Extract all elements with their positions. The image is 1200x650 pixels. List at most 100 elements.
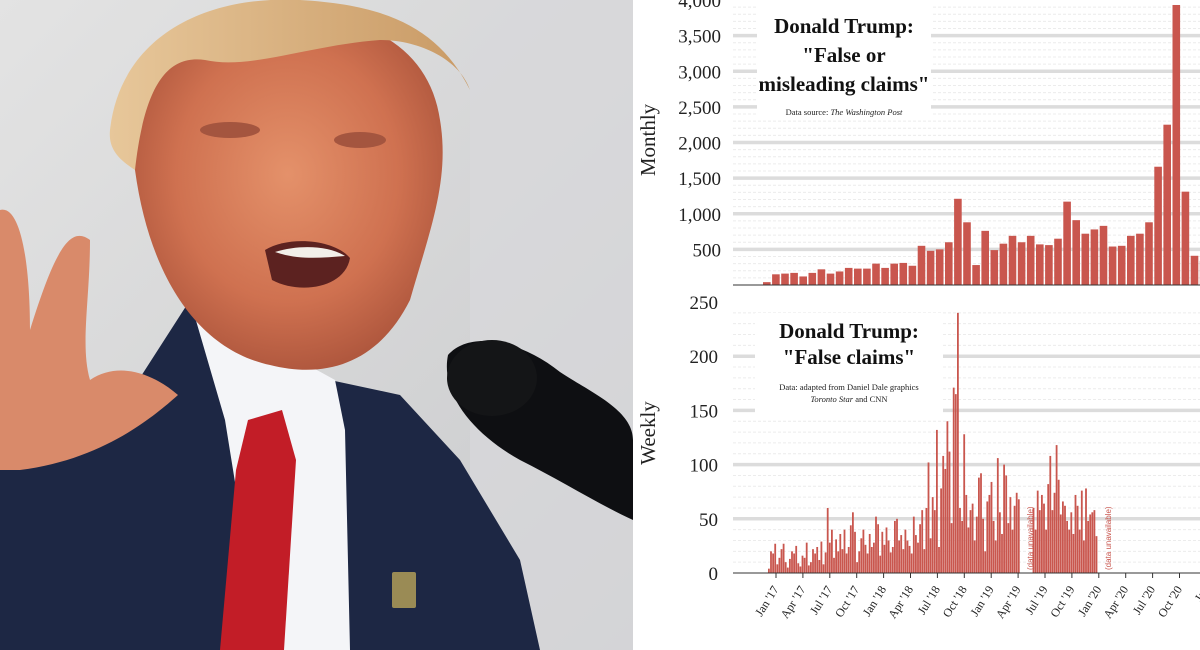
weekly-bar	[954, 394, 957, 573]
weekly-bar	[799, 566, 802, 573]
weekly-bar	[873, 542, 875, 573]
weekly-ytick-label: 150	[690, 401, 719, 422]
monthly-bar	[1172, 4, 1181, 286]
weekly-ytick-label: 250	[690, 293, 719, 314]
weekly-bar	[816, 546, 819, 573]
monthly-source-italic: The Washington Post	[830, 107, 903, 117]
weekly-bar	[1045, 529, 1047, 573]
weekly-bar	[826, 507, 829, 573]
weekly-y-ticks: 0 50 100 150 200 250	[690, 293, 719, 585]
weekly-bar	[776, 564, 779, 573]
weekly-bar	[793, 553, 795, 573]
monthly-bar	[872, 263, 880, 285]
weekly-bar	[944, 468, 947, 573]
monthly-bar	[1026, 235, 1035, 285]
weekly-bar	[1043, 503, 1045, 573]
monthly-bar	[1054, 238, 1062, 285]
monthly-ytick-label: 3,500	[678, 27, 721, 48]
weekly-bar	[940, 488, 942, 573]
weekly-bar	[847, 546, 850, 573]
weekly-bar	[795, 545, 798, 573]
weekly-bar	[852, 512, 854, 573]
weekly-source-line-1: Data: adapted from Daniel Dale graphics	[779, 382, 918, 392]
monthly-bar	[1036, 244, 1044, 285]
weekly-bar	[999, 512, 1001, 573]
weekly-bar	[854, 531, 856, 573]
monthly-bar	[781, 273, 789, 285]
monthly-bar	[763, 282, 771, 285]
monthly-ytick-label: 1,000	[678, 205, 721, 226]
weekly-ytick-label: 0	[709, 564, 719, 585]
weekly-bar	[967, 527, 970, 573]
monthly-bar	[990, 250, 999, 285]
monthly-bar	[863, 268, 871, 285]
weekly-bars	[768, 312, 1098, 573]
weekly-source-italic: Toronto Star	[810, 394, 853, 404]
weekly-bar	[992, 520, 995, 573]
monthly-bar	[1090, 229, 1099, 285]
weekly-bar	[1087, 520, 1089, 573]
weekly-bar	[936, 429, 938, 573]
weekly-bar	[1013, 505, 1016, 573]
weekly-bar	[959, 507, 961, 573]
weekly-bar	[933, 510, 936, 573]
monthly-title-line-3: misleading claims"	[759, 72, 930, 96]
monthly-source-prefix: Data source:	[786, 107, 831, 117]
weekly-bar	[942, 455, 945, 573]
monthly-bar	[935, 249, 944, 285]
monthly-bar	[1154, 166, 1162, 285]
weekly-bar	[1076, 505, 1079, 573]
weekly-bar	[1038, 510, 1041, 573]
weekly-bar	[812, 549, 814, 573]
monthly-bar	[1136, 233, 1144, 285]
monthly-bar	[844, 267, 853, 285]
weekly-bar	[820, 541, 823, 573]
weekly-bar	[952, 387, 955, 573]
weekly-bar	[1074, 494, 1077, 573]
monthly-bar	[1072, 220, 1080, 285]
weekly-bar	[868, 533, 871, 573]
weekly-bar	[772, 553, 774, 573]
monthly-source: Data source: The Washington Post	[786, 107, 903, 117]
weekly-source-rest: and CNN	[853, 394, 887, 404]
monthly-ytick-label: 500	[693, 240, 722, 261]
weekly-bar	[1064, 505, 1066, 573]
weekly-bar	[1041, 494, 1043, 573]
monthly-bar	[881, 267, 889, 285]
weekly-bar	[789, 558, 791, 573]
weekly-bar	[1068, 529, 1071, 573]
weekly-bar	[839, 533, 842, 573]
weekly-bar	[1047, 484, 1050, 573]
weekly-bar	[885, 527, 888, 573]
weekly-bar	[965, 494, 968, 573]
weekly-bar	[784, 562, 787, 573]
weekly-bar	[925, 507, 928, 573]
weekly-bar	[1070, 512, 1073, 573]
monthly-bar	[963, 222, 971, 285]
monthly-bar	[817, 269, 826, 285]
weekly-bar	[803, 557, 806, 573]
weekly-bar	[889, 552, 892, 573]
weekly-bar	[957, 312, 959, 573]
monthly-ylabel: Monthly	[636, 103, 660, 176]
weekly-bar	[877, 524, 879, 573]
weekly-bar	[946, 421, 949, 573]
monthly-bar	[1008, 235, 1017, 285]
monthly-ytick-label: 3,000	[678, 62, 721, 83]
weekly-bar	[1017, 499, 1020, 573]
monthly-bar	[945, 242, 953, 285]
weekly-bar	[996, 458, 999, 573]
monthly-bar	[772, 274, 780, 285]
monthly-bar	[1045, 245, 1053, 285]
monthly-bars	[763, 4, 1200, 286]
weekly-bar	[938, 546, 940, 573]
weekly-bar	[870, 546, 873, 573]
weekly-bar	[814, 553, 816, 573]
weekly-bar	[833, 557, 835, 573]
weekly-bar	[1003, 464, 1005, 573]
monthly-bar	[1099, 225, 1108, 285]
weekly-bar	[807, 565, 810, 573]
monthly-bar	[1117, 245, 1126, 285]
weekly-bar	[1005, 475, 1008, 573]
weekly-annotation-2: (data unavailable)	[1104, 506, 1113, 570]
